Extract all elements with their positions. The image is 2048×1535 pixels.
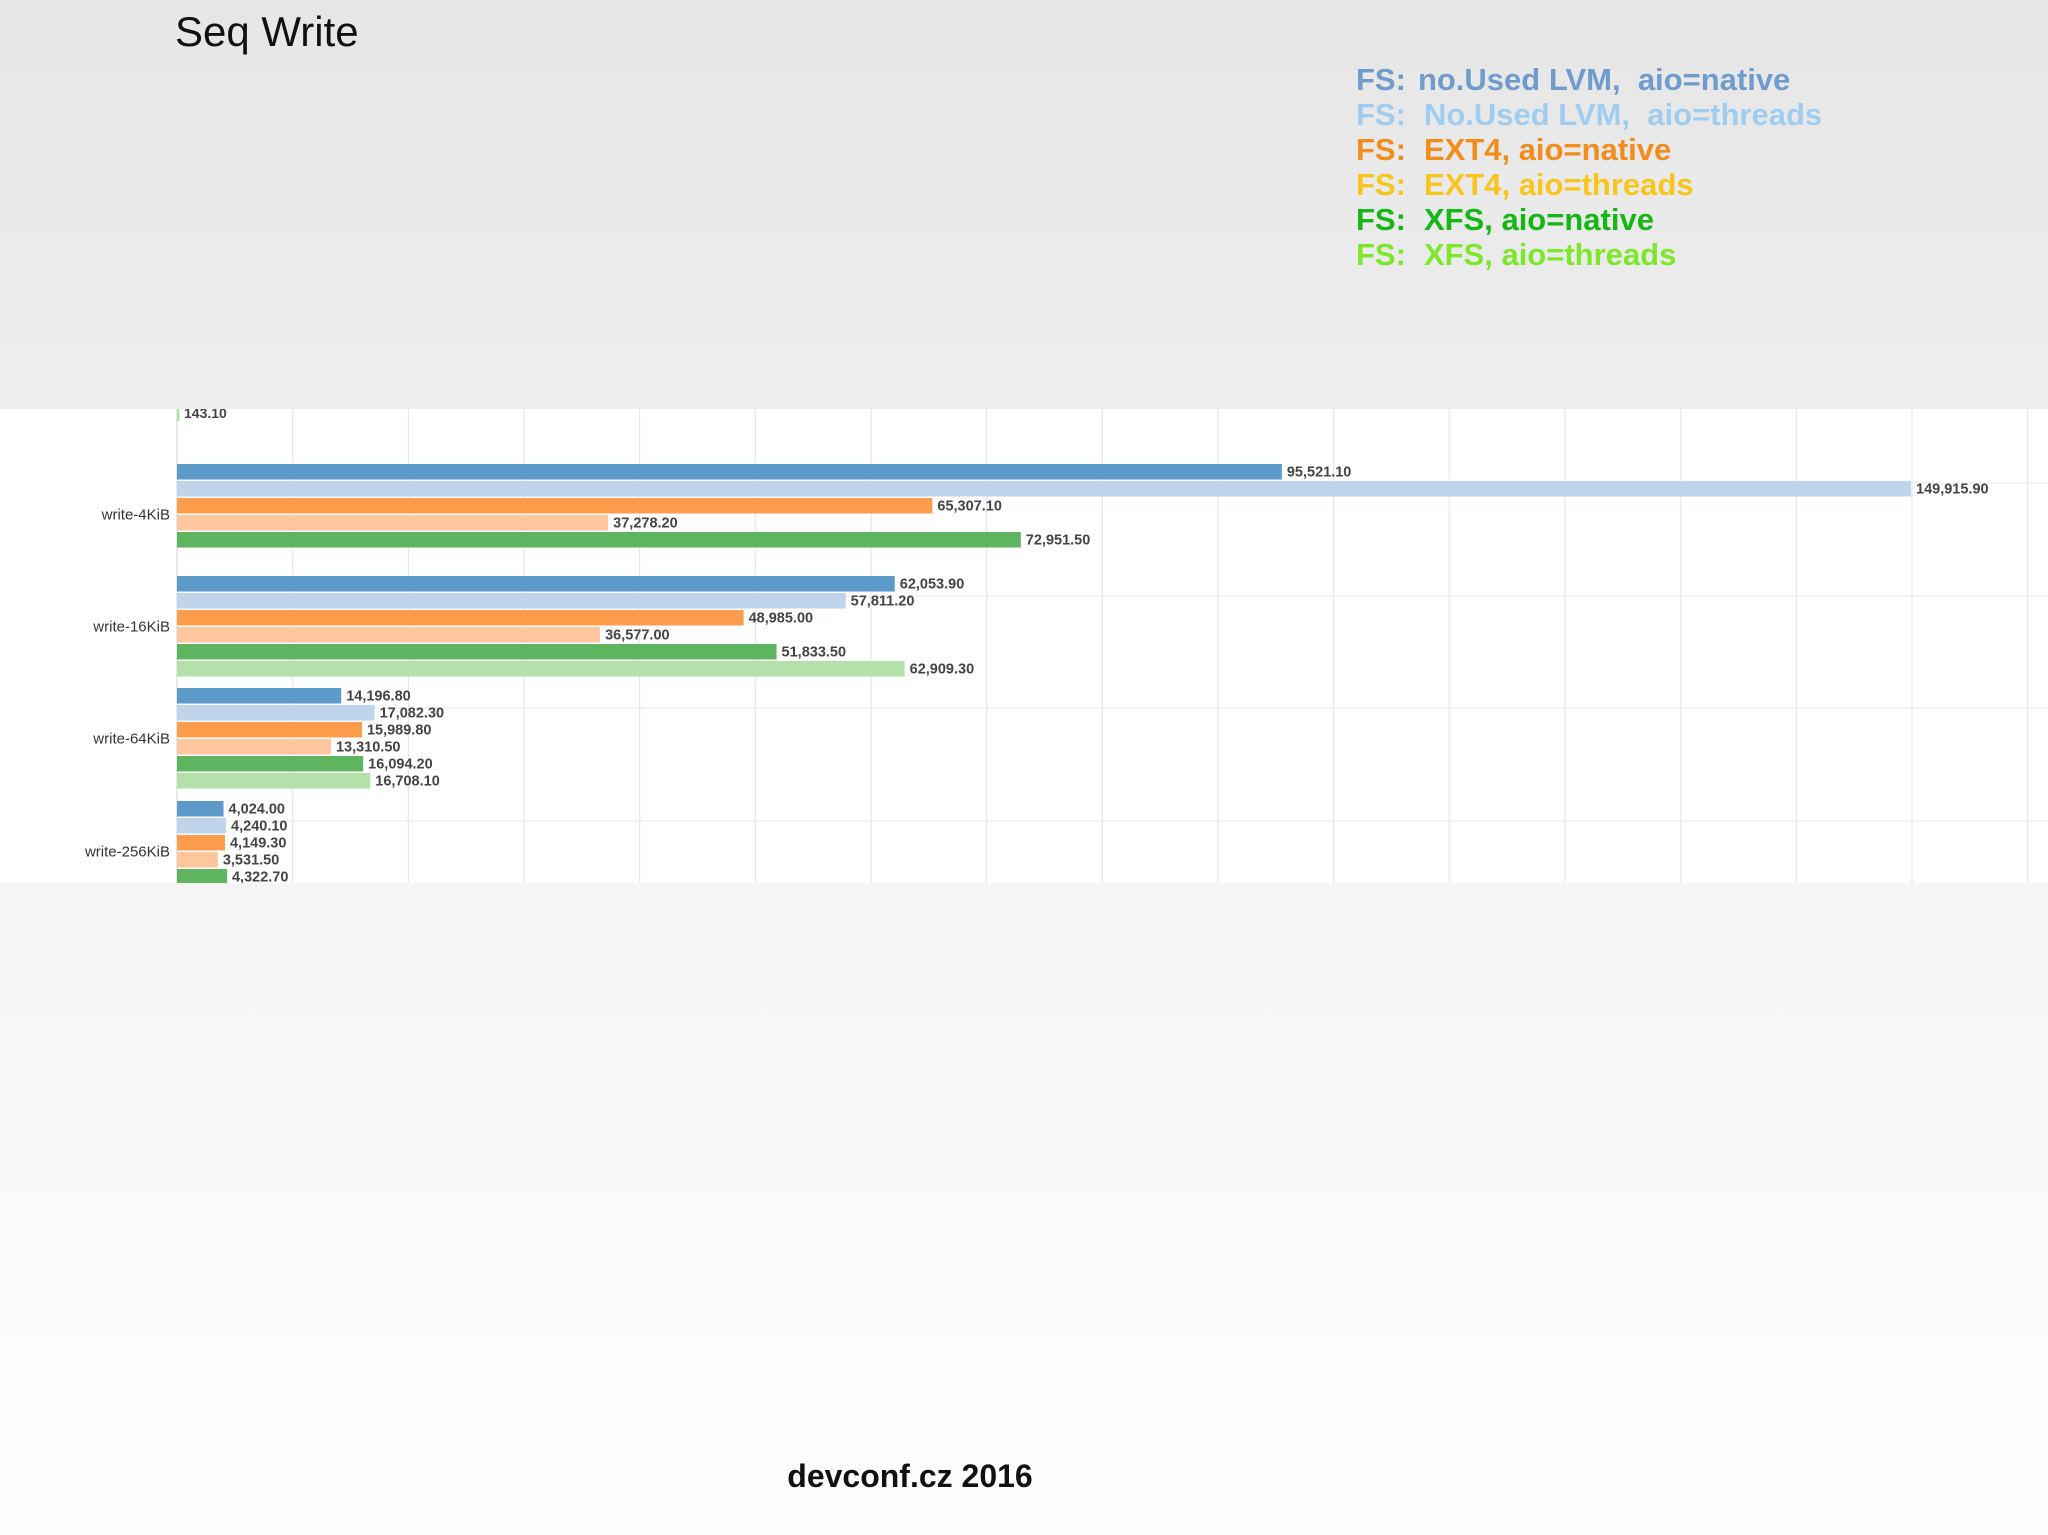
chart-bar <box>177 722 362 738</box>
bar-value-label: 95,521.10 <box>1287 465 1352 481</box>
chart-bar <box>177 739 331 755</box>
chart-legend: FS: no.Used LVM, aio=native FS: No.Used LVM… <box>1356 62 1822 272</box>
chart-bar <box>177 576 895 592</box>
chart-panel: 143.10 write-4KiB write-16KiB write-64KiB wr… <box>0 409 2048 883</box>
bar-value-label: 37,278.20 <box>613 516 678 532</box>
bar-value-label: 15,989.80 <box>367 723 432 739</box>
legend-prefix: FS: <box>1356 97 1406 132</box>
legend-item: FS: no.Used LVM, aio=native <box>1356 62 1822 97</box>
legend-label: XFS, aio=native <box>1423 202 1654 237</box>
legend-label: XFS, aio=threads <box>1423 237 1677 272</box>
legend-prefix: FS: <box>1356 237 1406 272</box>
chart-bar <box>177 852 218 868</box>
legend-prefix: FS: <box>1356 132 1406 167</box>
legend-prefix: FS: <box>1356 62 1406 97</box>
slide-footer: devconf.cz 2016 <box>787 1458 1033 1494</box>
chart-bar <box>177 532 1021 548</box>
bar-value-label: 4,149.30 <box>230 836 286 852</box>
chart-bar <box>177 661 905 677</box>
slide-title: Seq Write <box>175 8 359 55</box>
bar-value-label: 51,833.50 <box>782 645 847 661</box>
bar-value-label: 4,024.00 <box>229 802 285 818</box>
legend-item: FS: XFS, aio=native <box>1356 202 1822 237</box>
chart-bar <box>177 705 375 721</box>
bar-value-label: 57,811.20 <box>851 594 915 610</box>
chart-bar <box>177 515 609 531</box>
bar-value-label: 48,985.00 <box>749 611 814 627</box>
bar-value-label: 17,082.30 <box>380 706 445 722</box>
legend-prefix: FS: <box>1356 202 1406 237</box>
chart-bar <box>177 610 744 626</box>
bar-value-label: 16,708.10 <box>375 774 440 790</box>
chart-bar <box>177 644 777 660</box>
bar-value-label: 65,307.10 <box>937 499 1002 515</box>
chart-bar <box>177 481 1912 497</box>
bar-value-label: 36,577.00 <box>605 628 670 644</box>
bar-value-label: 4,240.10 <box>231 819 287 835</box>
chart-bar <box>177 688 342 704</box>
bar-value-label: 16,094.20 <box>368 757 433 773</box>
chart-bar <box>177 409 180 421</box>
category-label: write-256KiB <box>84 843 170 860</box>
category-label: write-64KiB <box>92 730 170 747</box>
legend-label: EXT4, aio=native <box>1423 132 1672 167</box>
chart-bar <box>177 593 846 609</box>
bar-value-label: 149,915.90 <box>1916 482 1989 498</box>
category-label: write-4KiB <box>101 506 170 523</box>
chart-bar <box>177 773 371 789</box>
legend-label: No.Used LVM, aio=threads <box>1423 97 1823 132</box>
bar-value-label: 4,322.70 <box>232 870 288 884</box>
bar-value-label: 3,531.50 <box>223 853 279 869</box>
chart-bar <box>177 801 224 817</box>
chart-bar <box>177 756 364 772</box>
legend-label: EXT4, aio=threads <box>1423 167 1694 202</box>
legend-item: FS: No.Used LVM, aio=threads <box>1356 97 1822 132</box>
legend-label: no.Used LVM, aio=native <box>1417 62 1791 97</box>
chart-bar <box>177 498 933 514</box>
bar-value-label: 72,951.50 <box>1026 533 1091 549</box>
bar-value-label: 62,053.90 <box>900 577 965 593</box>
bar-value-label: 143.10 <box>184 409 227 421</box>
legend-item: FS: EXT4, aio=threads <box>1356 167 1822 202</box>
legend-item: FS: EXT4, aio=native <box>1356 132 1822 167</box>
legend-item: FS: XFS, aio=threads <box>1356 237 1822 272</box>
bar-value-label: 13,310.50 <box>336 740 401 756</box>
bar-value-label: 62,909.30 <box>910 662 975 678</box>
chart-bar <box>177 627 601 643</box>
chart-bar <box>177 464 1282 480</box>
chart-bar <box>177 835 225 851</box>
chart-bar <box>177 869 227 883</box>
bar-value-label: 14,196.80 <box>346 689 411 705</box>
category-label: write-16KiB <box>92 618 170 635</box>
legend-prefix: FS: <box>1356 167 1406 202</box>
chart-bar <box>177 818 227 834</box>
bar-chart: 143.10 write-4KiB write-16KiB write-64KiB wr… <box>84 409 2048 884</box>
